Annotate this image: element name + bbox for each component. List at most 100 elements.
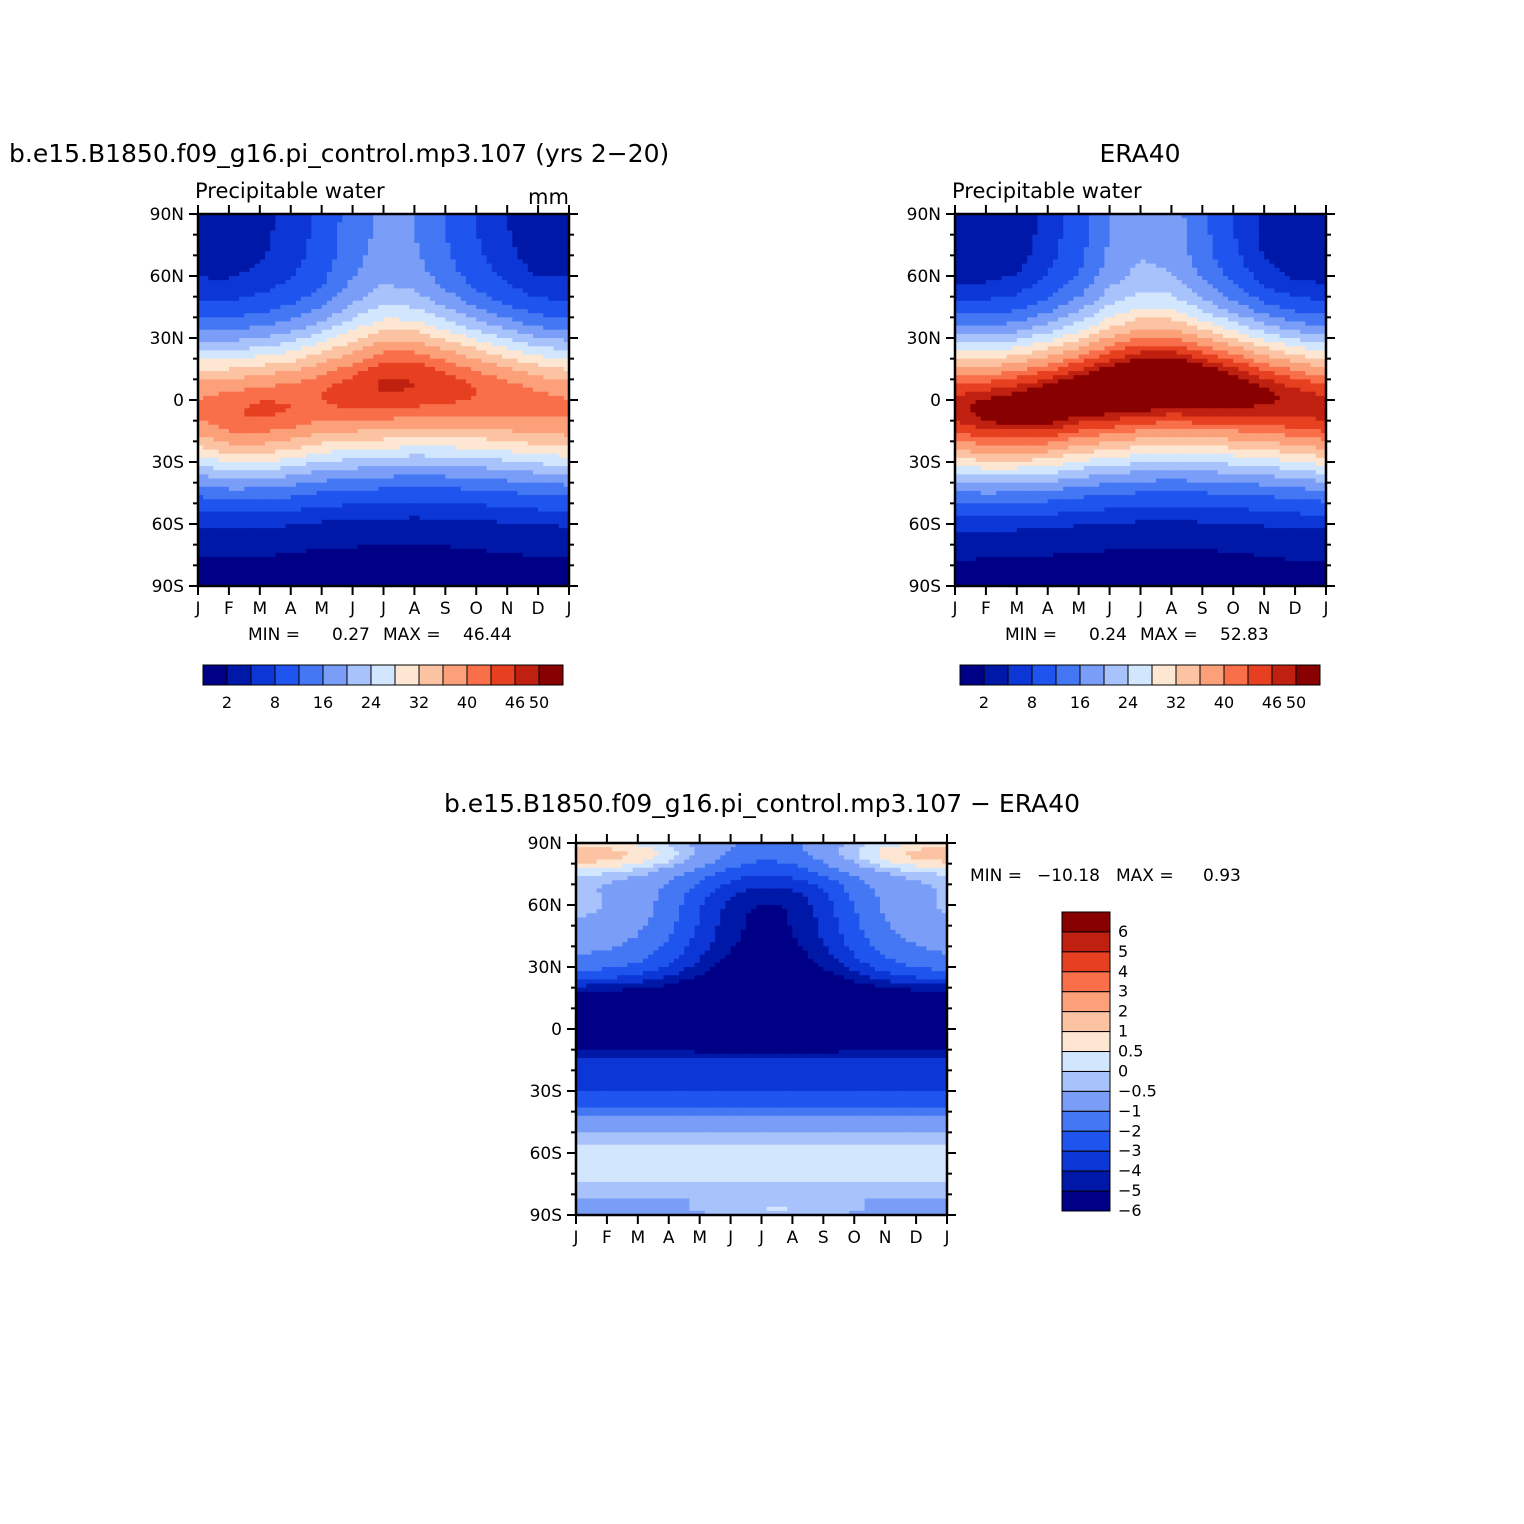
field-cell [239,449,245,455]
field-cell [517,342,524,347]
field-cell [254,230,261,236]
field-cell [373,288,379,294]
field-cell [543,437,549,442]
field-cell [321,226,328,232]
field-cell [311,342,318,347]
field-cell [311,441,318,447]
field-cell [486,462,493,467]
field-cell [301,296,307,302]
field-cell [548,371,555,376]
field-cell [239,379,245,385]
field-cell [378,362,385,368]
field-cell [496,408,503,413]
field-cell [398,350,405,356]
field-cell [331,333,338,339]
field-cell [383,449,390,455]
field-cell [270,342,276,347]
field-cell [496,296,503,302]
field-cell [213,321,220,327]
field-cell [517,288,524,294]
field-cell [460,238,467,244]
field-cell [527,329,534,335]
field-cell [306,338,312,343]
field-cell [342,453,349,459]
field-cell [285,218,292,223]
field-cell [481,325,488,331]
field-cell [218,362,225,368]
field-cell [486,300,493,306]
field-cell [517,387,524,393]
field-cell [409,267,416,273]
field-cell [553,354,560,360]
field-cell [491,333,498,339]
field-cell [532,251,539,256]
field-cell [264,362,271,368]
field-cell [435,346,441,351]
field-cell [404,375,410,380]
field-cell [481,462,488,467]
field-cell [331,457,338,463]
field-cell [275,346,282,351]
field-cell [347,391,354,397]
field-cell [228,379,235,385]
field-cell [321,321,328,327]
field-cell [275,437,282,442]
field-cell [301,313,307,318]
field-cell [414,238,421,244]
field-cell [388,490,395,496]
field-cell [244,441,251,447]
field-cell [445,433,452,438]
field-cell [306,284,312,289]
field-cell [311,280,318,285]
field-cell [254,218,261,223]
field-cell [208,259,215,265]
field-cell [507,457,513,463]
field-cell [357,309,364,314]
field-cell [295,371,302,376]
field-cell [347,383,354,389]
field-cell [440,362,446,368]
field-cell [285,379,292,385]
field-cell [409,395,416,401]
field-cell [440,354,446,360]
field-cell [414,395,421,401]
field-cell [512,428,519,434]
field-cell [244,296,251,302]
field-cell [357,288,364,294]
field-cell [342,400,349,405]
field-cell [476,371,482,376]
field-cell [316,300,323,306]
field-cell [445,354,452,360]
field-cell [388,371,395,376]
field-cell [543,366,549,372]
field-cell [331,416,338,422]
field-cell [259,259,266,265]
field-cell [414,437,421,442]
field-cell [548,222,555,227]
field-cell [362,263,369,269]
field-cell [357,449,364,455]
field-cell [306,404,312,409]
field-cell [429,309,436,314]
field-cell [311,433,318,438]
field-cell [326,441,333,447]
field-cell [481,313,488,318]
field-cell [414,263,421,269]
field-cell [527,371,534,376]
field-cell [476,288,482,294]
field-cell [409,342,416,347]
field-cell [419,383,426,389]
field-cell [512,255,519,261]
field-cell [419,420,426,426]
field-cell [326,499,333,504]
field-cell [502,453,508,459]
field-cell [213,280,220,285]
field-cell [532,412,539,418]
field-cell [532,408,539,413]
field-cell [203,383,209,389]
field-cell [342,371,349,376]
field-cell [234,280,240,285]
field-cell [527,354,534,360]
field-cell [435,453,441,459]
field-cell [393,325,400,331]
